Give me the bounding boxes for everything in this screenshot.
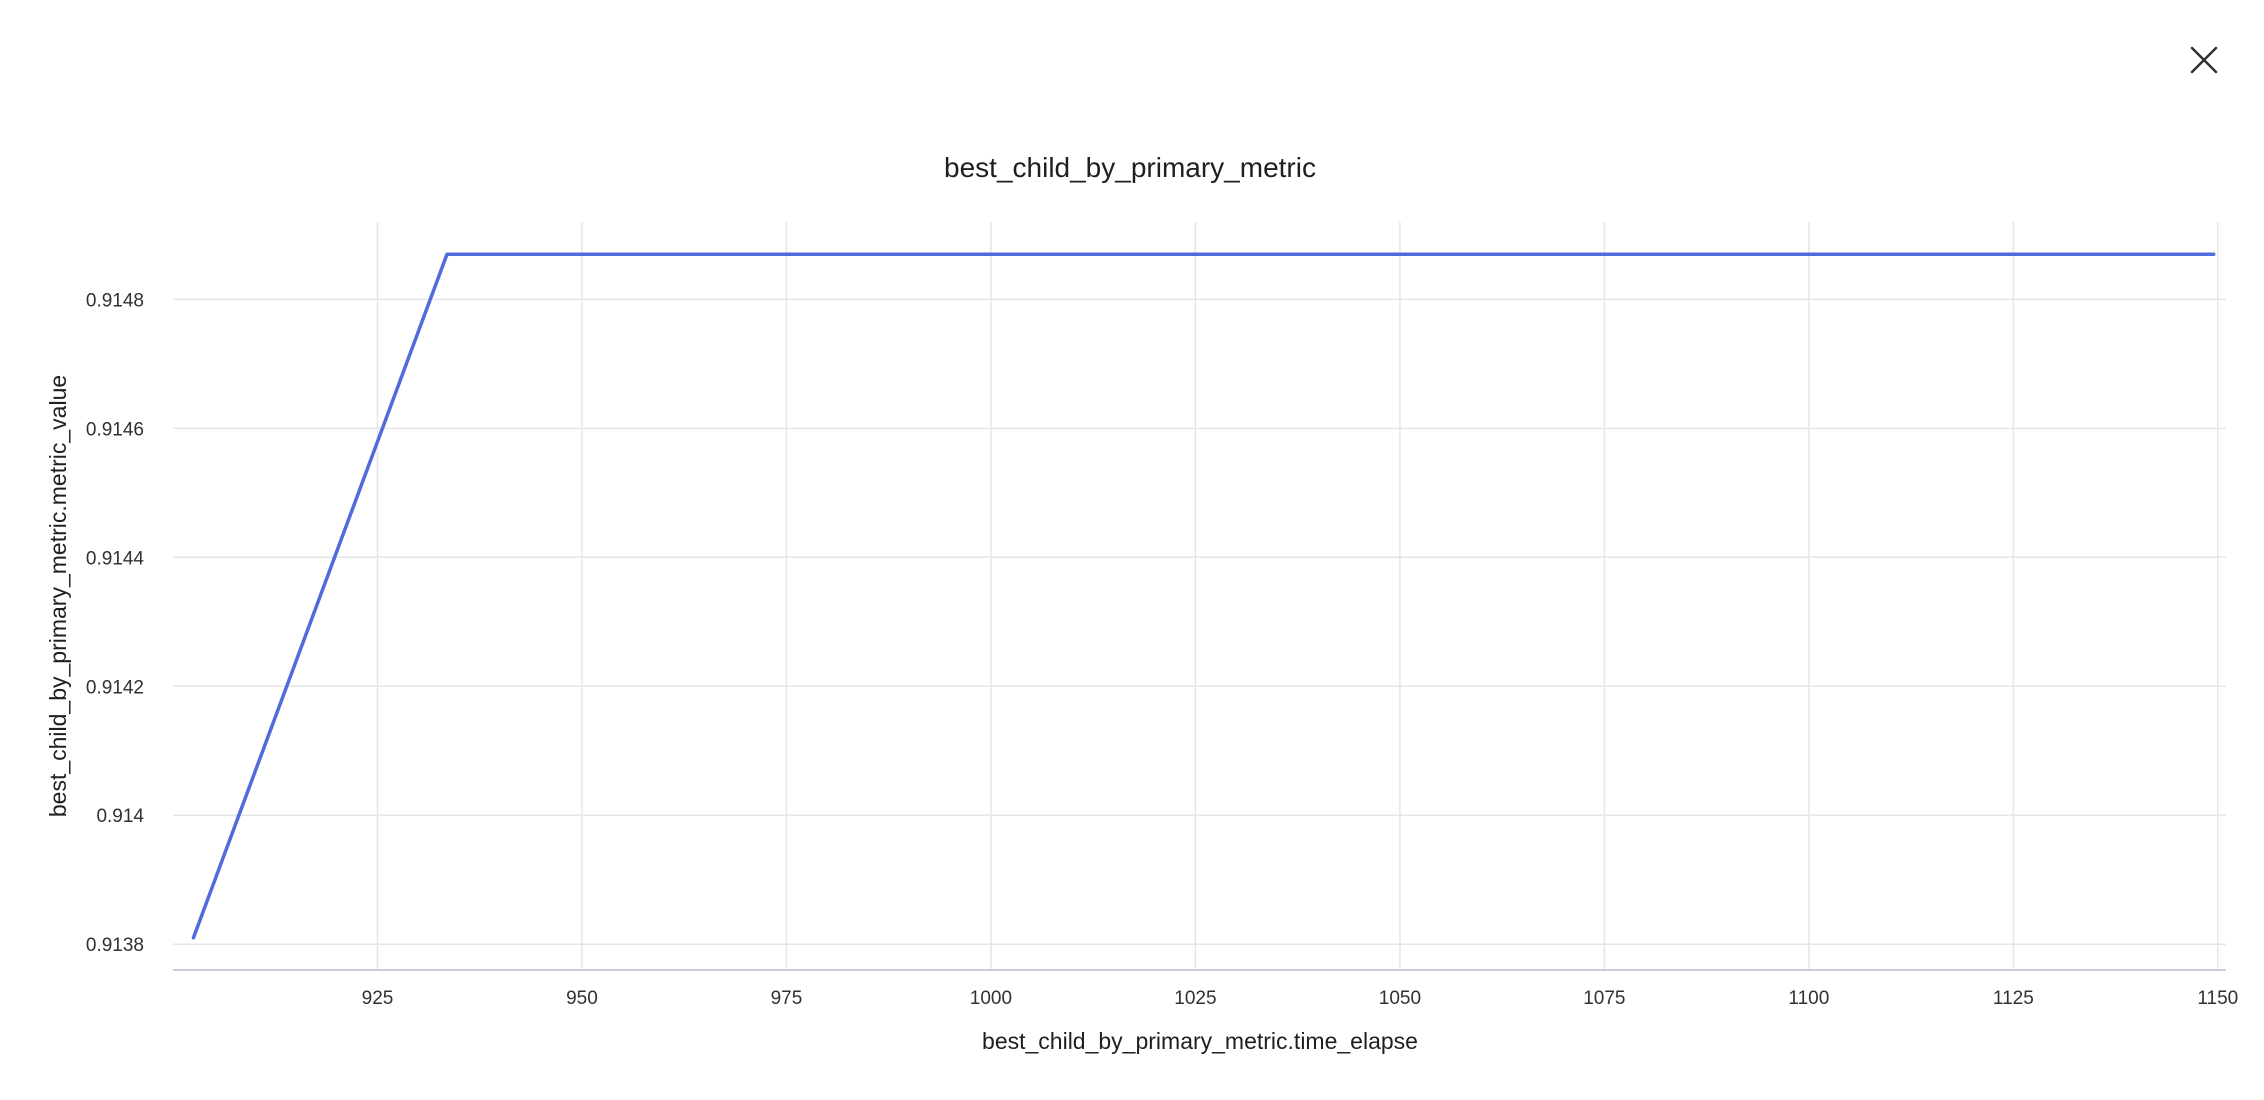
chart-title: best_child_by_primary_metric <box>944 152 1316 183</box>
series <box>191 252 2216 940</box>
close-button[interactable] <box>2186 42 2222 78</box>
y-tick-label: 0.914 <box>96 806 144 827</box>
y-tick-label: 0.9144 <box>86 548 145 569</box>
x-tick-label: 1125 <box>1993 988 2034 1009</box>
x-tick-label: 925 <box>362 988 394 1009</box>
y-axis-label: best_child_by_primary_metric.metric_valu… <box>45 375 71 817</box>
tick-labels: 925 950 975 1000 1025 1050 1075 1100 1125 1150 0.9… <box>86 290 2238 1009</box>
grid <box>173 222 2226 970</box>
x-tick-label: 1075 <box>1583 988 1625 1009</box>
x-tick-label: 1050 <box>1379 988 1421 1009</box>
x-tick-label: 1025 <box>1174 988 1216 1009</box>
x-tick-label: 1150 <box>2197 988 2238 1009</box>
y-tick-label: 0.9138 <box>86 935 144 956</box>
x-tick-label: 950 <box>566 988 598 1009</box>
x-tick-label: 1000 <box>970 988 1012 1009</box>
y-tick-label: 0.9148 <box>86 290 144 311</box>
close-icon[interactable] <box>2186 42 2222 78</box>
x-tick-label: 1100 <box>1788 988 1829 1009</box>
y-tick-label: 0.9146 <box>86 419 144 440</box>
x-tick-label: 975 <box>771 988 803 1009</box>
series-line <box>191 252 2216 940</box>
y-tick-label: 0.9142 <box>86 677 144 698</box>
x-axis-label: best_child_by_primary_metric.time_elapse <box>982 1028 1418 1054</box>
